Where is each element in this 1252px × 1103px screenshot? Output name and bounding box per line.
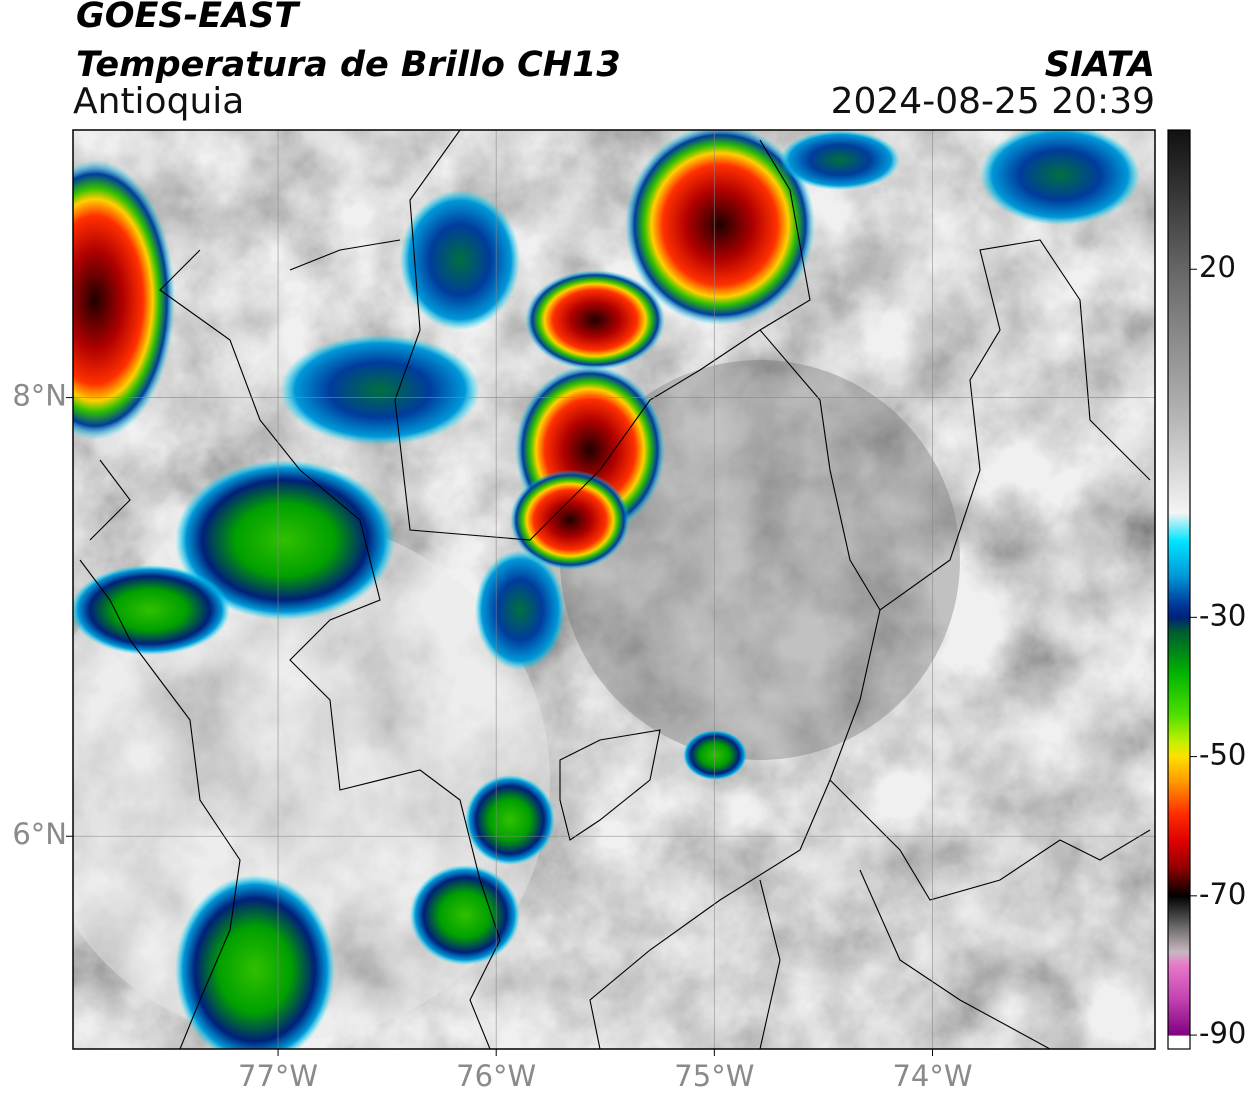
- datetime-label: 2024-08-25 20:39: [831, 81, 1155, 122]
- storm-cell: [400, 190, 520, 330]
- storm-cell: [525, 270, 665, 370]
- map-frame: [72, 129, 1156, 1050]
- storm-cell: [175, 875, 335, 1049]
- colorbar-segment: [1168, 575, 1190, 604]
- storm-cell: [625, 130, 815, 325]
- colorbar-segment: [1168, 812, 1190, 841]
- colorbar-segment: [1168, 965, 1190, 1001]
- colorbar: 20 -30 -50 -70 -90: [1167, 129, 1246, 1050]
- colorbar-frame: [1167, 129, 1191, 1050]
- colorbar-segment: [1168, 269, 1190, 409]
- graticule: [73, 130, 1155, 1049]
- lon-tick-label: 74°W: [892, 1059, 972, 1093]
- lon-tick-label: 76°W: [456, 1059, 536, 1093]
- colorbar-segment: [1168, 408, 1190, 514]
- storm-cell: [980, 130, 1140, 225]
- colorbar-segment: [1168, 840, 1190, 869]
- colorbar-segment: [1168, 631, 1190, 674]
- colorbar-segment: [1168, 199, 1190, 270]
- coastline: [79, 459, 241, 1049]
- lat-tick-label: 8°N: [12, 379, 67, 413]
- storm-cell: [465, 775, 555, 865]
- lat-tick-label: 6°N: [12, 817, 67, 851]
- colorbar-segment: [1168, 617, 1190, 632]
- colorbar-tick-label: -70: [1199, 877, 1246, 911]
- satellite-image: [73, 130, 1155, 1049]
- storm-cell: [73, 565, 230, 655]
- colorbar-segment: [1168, 714, 1190, 744]
- admin-border: [159, 239, 501, 1049]
- storm-cell: [73, 160, 175, 440]
- colorbar-segment: [1168, 540, 1190, 577]
- product-title: Temperatura de Brillo CH13: [76, 45, 621, 85]
- colorbar-tick-label: -90: [1199, 1016, 1246, 1050]
- region-label: Antioquia: [73, 81, 244, 122]
- storm-cell: [780, 130, 900, 190]
- colorbar-segment: [1168, 784, 1190, 813]
- colorbar-tick-label: -50: [1199, 738, 1246, 772]
- colorbar-tick-label: -30: [1199, 598, 1246, 632]
- lon-tick-label: 75°W: [674, 1059, 754, 1093]
- colorbar-segment: [1168, 603, 1190, 618]
- colorbar-segment: [1168, 867, 1190, 897]
- colorbar-segment: [1168, 512, 1190, 542]
- colorbar-segment: [1168, 1000, 1190, 1036]
- storm-cell: [175, 460, 395, 620]
- colorbar-segment: [1168, 130, 1190, 201]
- admin-border: [559, 729, 661, 841]
- colorbar-segment: [1168, 895, 1190, 925]
- colorbar-tick-label: 20: [1199, 250, 1236, 284]
- storm-cell: [410, 865, 520, 965]
- colorbar-segment: [1168, 923, 1190, 953]
- storm-cell: [280, 335, 480, 445]
- agency-label: SIATA: [1045, 45, 1155, 85]
- colorbar-segment: [1168, 742, 1190, 758]
- colorbar-segment: [1168, 951, 1190, 966]
- admin-border: [589, 239, 1151, 1049]
- admin-border: [394, 130, 811, 541]
- storm-cell: [475, 550, 565, 670]
- storm-cell: [683, 730, 747, 780]
- storm-cell: [510, 470, 630, 570]
- colorbar-segment: [1168, 673, 1190, 716]
- satellite-title: GOES-EAST: [76, 0, 301, 36]
- colorbar-segment: [1168, 756, 1190, 785]
- lon-tick-label: 77°W: [238, 1059, 318, 1093]
